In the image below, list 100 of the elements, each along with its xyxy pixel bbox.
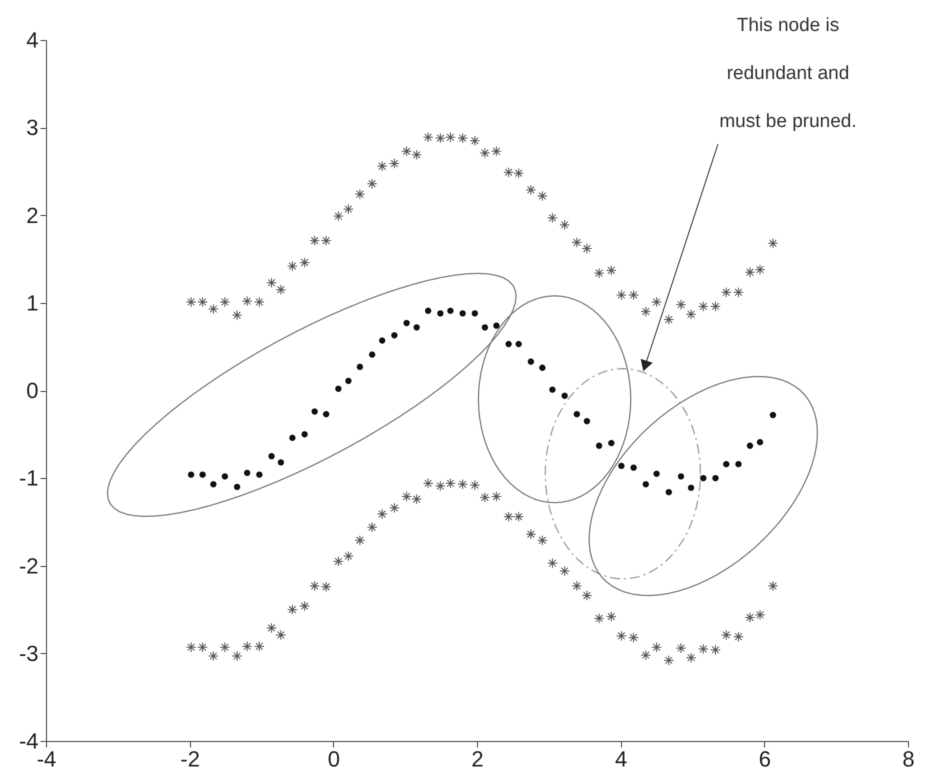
point [391, 332, 398, 338]
point [756, 439, 764, 446]
point [470, 480, 480, 490]
point [606, 611, 617, 622]
point [256, 471, 263, 478]
point [584, 418, 590, 424]
y-tick-label: 0 [26, 378, 38, 403]
point [343, 204, 354, 214]
x-tick-label: 6 [758, 746, 771, 772]
point [197, 642, 208, 652]
point [768, 580, 778, 592]
point [208, 304, 219, 314]
point [630, 464, 637, 471]
point [376, 160, 388, 172]
point [459, 310, 466, 317]
point [457, 479, 468, 490]
point [596, 442, 602, 449]
point [320, 235, 332, 246]
point [651, 642, 662, 652]
point [199, 471, 206, 478]
point [210, 481, 217, 488]
point [299, 257, 310, 268]
point [301, 431, 308, 438]
point [401, 146, 412, 157]
point [503, 167, 514, 178]
point [686, 652, 696, 663]
point [698, 301, 709, 312]
point [618, 462, 625, 470]
point [445, 132, 456, 143]
x-tick-label: 4 [615, 746, 628, 772]
point [345, 378, 352, 384]
x-tick-label: 8 [902, 746, 915, 772]
point [266, 277, 277, 288]
point [354, 535, 366, 546]
point [222, 473, 228, 480]
point [503, 511, 514, 522]
point [491, 491, 502, 502]
point [447, 308, 454, 314]
point [234, 484, 240, 490]
point [242, 296, 252, 306]
point [733, 287, 744, 298]
point [457, 132, 468, 144]
point [698, 644, 709, 654]
point [768, 238, 778, 249]
point [721, 630, 732, 640]
y-tick-label: -2 [18, 553, 38, 578]
point [666, 488, 672, 496]
point [322, 411, 330, 418]
point [299, 600, 310, 612]
point [480, 492, 490, 503]
point [547, 212, 558, 224]
y-tick-label: -3 [18, 640, 38, 666]
point [594, 613, 604, 624]
point [287, 604, 298, 615]
point [309, 580, 320, 592]
point [220, 642, 230, 652]
point [678, 473, 684, 480]
point [710, 644, 721, 656]
point [723, 460, 730, 468]
point [435, 132, 446, 144]
point [309, 235, 320, 246]
point [368, 351, 376, 358]
point [616, 290, 627, 300]
point [712, 474, 719, 482]
point [505, 340, 512, 348]
point [254, 296, 265, 308]
y-tick-label: -4 [18, 728, 38, 754]
point [572, 580, 582, 592]
point [700, 474, 706, 482]
point [582, 590, 592, 601]
y-tick-label: 4 [26, 28, 38, 52]
point [746, 442, 754, 449]
point [422, 132, 434, 143]
point [333, 210, 344, 222]
point [354, 188, 366, 200]
point [278, 459, 284, 466]
y-tick-label: 3 [26, 115, 38, 140]
point [320, 582, 332, 592]
point [254, 641, 265, 652]
x-tick-label: -2 [180, 746, 200, 772]
point [616, 630, 627, 642]
point [537, 190, 548, 202]
point [710, 301, 721, 312]
point [664, 314, 674, 325]
point [526, 184, 536, 196]
point [528, 358, 534, 365]
point [411, 494, 422, 504]
point [559, 220, 570, 230]
point [606, 265, 617, 276]
point [640, 306, 652, 317]
point [242, 641, 252, 652]
x-tick-label: 0 [328, 746, 340, 772]
point [335, 386, 342, 392]
point [414, 324, 420, 331]
point [197, 296, 208, 308]
point [574, 411, 580, 418]
point [526, 528, 536, 540]
point [208, 650, 219, 662]
point [244, 470, 250, 476]
point [366, 178, 378, 189]
